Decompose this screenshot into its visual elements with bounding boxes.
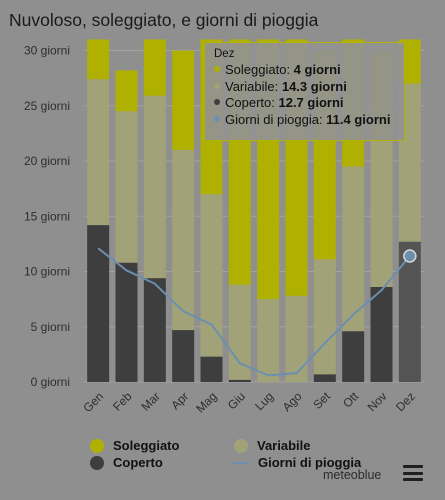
hamburger-menu-icon[interactable]	[403, 465, 423, 481]
menu-bar	[403, 478, 423, 481]
x-tick-label: Gen	[80, 389, 106, 415]
chart-title: Nuvoloso, soleggiato, e giorni di pioggi…	[9, 10, 319, 30]
x-tick-label: Feb	[110, 389, 135, 414]
stacked-bar-chart: 0 giorni 5 giorni 10 giorni 15 giorni 20 gio…	[24, 39, 424, 416]
x-tick-label: Dez	[393, 389, 418, 414]
x-tick-label: Nov	[365, 389, 390, 414]
y-tick-label: 5 giorni	[31, 320, 70, 334]
tooltip-value: 12.7 giorni	[278, 95, 344, 111]
bar-soleggiato	[87, 39, 110, 80]
bar-coperto	[172, 330, 195, 382]
tooltip-row-coperto: Coperto: 12.7 giorni	[214, 95, 397, 112]
tooltip-row-pioggia: Giorni di pioggia: 11.4 giorni	[214, 112, 397, 129]
bar-coperto	[342, 331, 365, 382]
bar-soleggiato	[143, 39, 166, 96]
tooltip-value: 4 giorni	[293, 62, 341, 77]
rain-line	[97, 247, 411, 377]
bar-variabile	[257, 299, 280, 382]
x-tick-label: Lug	[252, 389, 276, 413]
legend-item-coperto[interactable]: Coperto	[90, 455, 163, 470]
bar-variabile	[115, 111, 138, 263]
menu-bar	[403, 465, 423, 468]
legend-label: Variabile	[257, 438, 311, 453]
y-tick-label: 10 giorni	[24, 265, 70, 279]
tooltip-label: Variabile:	[225, 78, 282, 94]
bar-variabile	[87, 79, 110, 226]
tooltip-label: Giorni di pioggia:	[225, 111, 327, 127]
meteoblue-credit: meteoblue	[323, 468, 382, 482]
soleggiato-swatch-icon	[90, 438, 104, 453]
tooltip-row-soleggiato: Soleggiato: 4 giorni	[214, 62, 397, 79]
x-tick-label: Ago	[280, 389, 305, 414]
rain-point-highlight	[403, 249, 417, 263]
bar-coperto	[87, 225, 110, 382]
tooltip-label: Soleggiato:	[225, 62, 294, 77]
legend-item-soleggiato[interactable]: Soleggiato	[90, 438, 179, 453]
x-tick-label: Mar	[138, 389, 163, 414]
bar-coperto	[200, 356, 223, 382]
bar-variabile	[200, 194, 223, 357]
x-tick-label: Apr	[168, 389, 191, 412]
legend-label: Giorni di pioggia	[258, 455, 362, 470]
x-tick-label: Ott	[340, 389, 362, 411]
tooltip-month: Dez	[214, 48, 235, 60]
rain-days-series	[97, 247, 417, 377]
y-tick-label: 15 giorni	[24, 209, 70, 223]
x-axis-tick-labels: Gen Feb Mar Apr Mag Giu Lug Ago Set Ott Nov Dez	[80, 389, 418, 416]
bar-soleggiato	[115, 70, 138, 112]
tooltip-value: 14.3 giorni	[281, 78, 347, 94]
variabile-swatch-icon	[234, 438, 248, 453]
legend-label: Soleggiato	[113, 438, 180, 453]
x-tick-label: Giu	[225, 389, 248, 412]
legend-item-pioggia[interactable]: Giorni di pioggia	[233, 455, 361, 470]
menu-bar	[403, 471, 423, 475]
y-tick-label: 20 giorni	[24, 154, 70, 168]
legend-item-variabile[interactable]: Variabile	[234, 438, 310, 453]
bar-coperto	[143, 278, 166, 382]
pioggia-dot-icon	[214, 115, 220, 122]
bar-variabile	[285, 295, 308, 382]
bar-variabile	[370, 138, 393, 287]
y-tick-label: 0 giorni	[31, 375, 70, 389]
bar-coperto	[228, 379, 251, 382]
bar-variabile	[313, 259, 336, 375]
tooltip-label: Coperto:	[225, 95, 279, 111]
variabile-dot-icon	[214, 82, 220, 89]
bar-variabile	[342, 166, 365, 332]
tooltip-row-variabile: Variabile: 14.3 giorni	[214, 79, 397, 96]
bar-variabile	[143, 95, 166, 279]
x-tick-label: Mag	[193, 389, 219, 415]
coperto-swatch-icon	[90, 455, 104, 470]
x-tick-label: Set	[310, 389, 333, 412]
y-tick-label: 25 giorni	[24, 99, 70, 113]
bar-variabile	[172, 149, 195, 331]
bar-coperto	[370, 286, 393, 382]
bar-coperto	[115, 262, 138, 382]
y-tick-label: 30 giorni	[24, 44, 70, 58]
coperto-dot-icon	[214, 99, 220, 106]
soleggiato-dot-icon	[214, 66, 220, 72]
chart-tooltip: Dez Soleggiato: 4 giorni Variabile: 14.3…	[204, 42, 405, 141]
legend-label: Coperto	[113, 455, 163, 470]
tooltip-value: 11.4 giorni	[326, 111, 391, 127]
bar-soleggiato	[172, 50, 195, 150]
y-axis-tick-labels: 0 giorni 5 giorni 10 giorni 15 giorni 20 gio…	[24, 44, 70, 390]
pioggia-line-icon	[233, 461, 249, 464]
bar-coperto	[313, 374, 336, 382]
bar-coperto	[398, 241, 421, 382]
